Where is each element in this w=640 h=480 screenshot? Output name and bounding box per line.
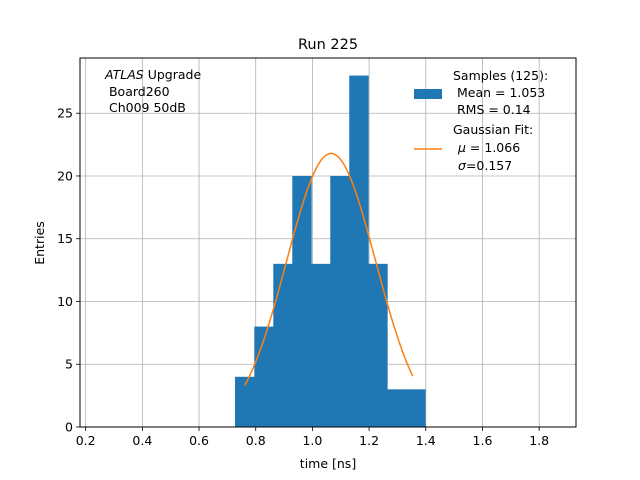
sigma-value: =0.157 <box>466 158 512 173</box>
x-tick-label: 1.6 <box>473 433 493 448</box>
x-tick-label: 0.4 <box>132 433 152 448</box>
x-tick-label: 0.8 <box>246 433 266 448</box>
upgrade-label: Upgrade <box>144 67 202 82</box>
gaussian-fit-curve <box>244 152 414 386</box>
y-tick-label: 0 <box>65 420 73 435</box>
legend-fit-sigma: σ=0.157 <box>458 158 512 173</box>
x-tick-label: 1.8 <box>529 433 549 448</box>
histogram-bar <box>368 263 388 427</box>
board-label: Board260 <box>105 84 170 99</box>
histogram-bar <box>406 389 426 427</box>
legend-samples-rms: RMS = 0.14 <box>453 102 531 117</box>
x-tick-label: 1.2 <box>359 433 379 448</box>
legend-samples-title: Samples (125): <box>453 68 548 83</box>
x-tick-label: 1.0 <box>302 433 322 448</box>
y-tick-label: 15 <box>57 231 73 246</box>
legend-fit-mu: μ = 1.066 <box>457 140 520 155</box>
legend-samples-patch <box>414 89 442 99</box>
mu-value: = 1.066 <box>466 140 520 155</box>
legend: Samples (125): Mean = 1.053 RMS = 0.14 G… <box>414 68 548 173</box>
x-tick-label: 1.4 <box>416 433 436 448</box>
x-axis-label: time [ns] <box>300 456 356 471</box>
legend-fit-title: Gaussian Fit: <box>453 122 533 137</box>
histogram-bar <box>311 263 331 427</box>
mu-symbol: μ <box>457 140 466 155</box>
y-tick-label: 5 <box>65 357 73 372</box>
histogram-bar <box>235 376 255 427</box>
y-tick-label: 20 <box>57 168 73 183</box>
atlas-label: ATLAS <box>104 67 144 82</box>
histogram-bar <box>387 389 407 427</box>
y-axis-label: Entries <box>32 221 47 265</box>
sigma-symbol: σ <box>458 158 467 173</box>
histogram-bar <box>254 326 274 427</box>
atlas-annotation-line1: ATLAS Upgrade <box>104 67 201 82</box>
x-axis-ticks: 0.2 0.4 0.6 0.8 1.0 1.2 1.4 1.6 1.8 <box>76 427 549 448</box>
histogram-bar <box>273 263 293 427</box>
y-axis-ticks: 0 5 10 15 20 25 <box>57 106 80 435</box>
y-tick-label: 25 <box>57 106 73 121</box>
histogram-bar <box>349 75 369 428</box>
plot-frame <box>79 57 577 428</box>
x-tick-label: 0.6 <box>189 433 209 448</box>
channel-label: Ch009 50dB <box>105 100 186 115</box>
chart-title: Run 225 <box>298 37 358 53</box>
histogram-bar <box>330 175 350 427</box>
legend-samples-mean: Mean = 1.053 <box>453 85 545 100</box>
y-tick-label: 10 <box>57 294 73 309</box>
histogram-bar <box>292 175 312 427</box>
x-tick-label: 0.2 <box>76 433 96 448</box>
histogram-bars <box>235 75 426 428</box>
